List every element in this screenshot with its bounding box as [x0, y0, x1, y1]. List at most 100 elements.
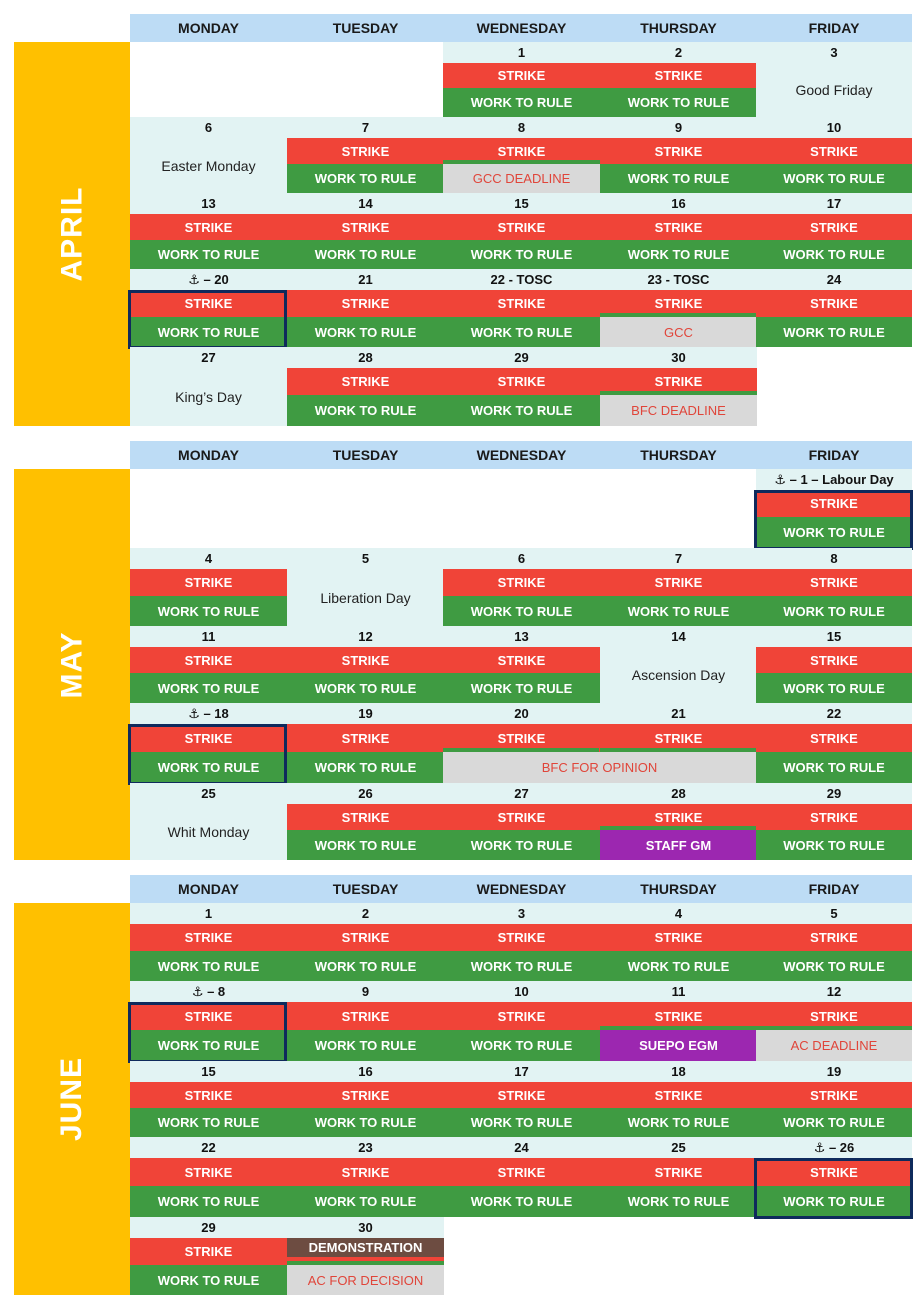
deadline-band: GCC: [600, 317, 757, 347]
strike-band: STRIKE: [443, 724, 600, 752]
strike-band: STRIKE: [600, 290, 757, 317]
day-cell: 7 STRIKE WORK TO RULE: [600, 548, 757, 626]
day-number: 17: [514, 1064, 529, 1079]
strike-band: STRIKE: [443, 214, 600, 240]
day-number: 15: [826, 629, 842, 644]
strike-band: STRIKE: [130, 724, 287, 752]
day-cell: 28 STRIKE STAFF GM: [600, 783, 757, 860]
day-cell: 3 Good Friday: [756, 42, 912, 117]
day-cell: 27 King’s Day: [130, 347, 287, 426]
weekday-header: FRIDAY: [756, 441, 912, 469]
strike-band: STRIKE: [600, 138, 757, 164]
strike-band: STRIKE: [600, 214, 757, 240]
rule-stripe: [600, 313, 757, 317]
holiday-label: Whit Monday: [167, 824, 250, 840]
strike-band: STRIKE: [130, 924, 287, 951]
work-to-rule-band: WORK TO RULE: [443, 1186, 600, 1217]
work-to-rule-band: WORK TO RULE: [756, 596, 912, 626]
strike-band: STRIKE: [600, 63, 757, 88]
strike-band: STRIKE: [130, 1158, 287, 1186]
highlight-outline: [754, 490, 913, 550]
month-label: MAY: [14, 469, 130, 860]
day-cell: 2 STRIKE WORK TO RULE: [600, 42, 757, 117]
day-number: 9: [361, 984, 370, 999]
day-cell: ⚓ – 20 STRIKE WORK TO RULE: [130, 269, 287, 347]
day-number: ⚓ – 20: [188, 271, 229, 287]
day-number: 2: [361, 906, 370, 921]
strike-band: STRIKE: [287, 368, 444, 395]
strike-band: STRIKE: [756, 1002, 912, 1030]
day-cell: 3 STRIKE WORK TO RULE: [443, 903, 600, 981]
rule-stripe: [443, 748, 599, 752]
strike-band: STRIKE: [756, 490, 912, 517]
weekday-header: THURSDAY: [600, 14, 757, 42]
work-to-rule-band: WORK TO RULE: [287, 830, 444, 860]
day-cell: 13 STRIKE WORK TO RULE: [443, 626, 600, 703]
day-number: 11: [671, 984, 686, 999]
work-to-rule-band: WORK TO RULE: [756, 951, 912, 981]
day-cell: ⚓ – 1 – Labour Day STRIKE WORK TO RULE: [756, 469, 912, 548]
strike-band: STRIKE: [443, 647, 600, 673]
work-to-rule-band: WORK TO RULE: [600, 240, 757, 269]
weekday-header: FRIDAY: [756, 14, 912, 42]
day-number: 20: [514, 706, 529, 721]
month-label: JUNE: [14, 903, 130, 1295]
day-number: 4: [674, 906, 683, 921]
day-cell: 7 STRIKE WORK TO RULE: [287, 117, 444, 193]
strike-band: STRIKE: [600, 1002, 757, 1030]
weekday-header: TUESDAY: [287, 875, 444, 903]
strike-band: STRIKE: [600, 724, 757, 752]
strike-band: STRIKE: [600, 804, 757, 830]
strike-band: STRIKE: [287, 1082, 444, 1108]
work-to-rule-band: WORK TO RULE: [130, 1186, 287, 1217]
rule-stripe: [600, 1026, 757, 1030]
work-to-rule-band: WORK TO RULE: [443, 395, 600, 426]
day-cell: 17 STRIKE WORK TO RULE: [756, 193, 912, 269]
strike-band: STRIKE: [287, 290, 444, 317]
day-number: ⚓ – 18: [188, 705, 229, 721]
work-to-rule-band: WORK TO RULE: [287, 752, 444, 783]
strike-band: STRIKE: [600, 569, 757, 596]
day-cell: 27 STRIKE WORK TO RULE: [443, 783, 600, 860]
day-cell: 22 - TOSC STRIKE WORK TO RULE: [443, 269, 600, 347]
day-number: 23: [358, 1140, 373, 1155]
work-to-rule-band: WORK TO RULE: [287, 673, 444, 703]
strike-band: STRIKE: [130, 290, 287, 317]
day-number: 28: [671, 786, 686, 801]
rule-stripe: [287, 1261, 444, 1265]
work-to-rule-band: WORK TO RULE: [443, 673, 600, 703]
month-bar: [14, 42, 130, 426]
day-cell: 29 STRIKE WORK TO RULE: [756, 783, 912, 860]
day-cell: 5 STRIKE WORK TO RULE: [756, 903, 912, 981]
strike-band: STRIKE: [756, 647, 912, 673]
day-number: 17: [826, 196, 842, 211]
day-cell: 18 STRIKE WORK TO RULE: [600, 1061, 757, 1137]
day-cell: 26 STRIKE WORK TO RULE: [287, 783, 444, 860]
day-number: 7: [674, 551, 683, 566]
strike-band: STRIKE: [756, 724, 912, 752]
rule-stripe: [600, 748, 756, 752]
strike-band: STRIKE: [443, 1002, 600, 1030]
work-to-rule-band: WORK TO RULE: [600, 951, 757, 981]
day-number: 8: [517, 120, 526, 135]
day-cell: 12 STRIKE AC DEADLINE: [756, 981, 912, 1061]
highlight-outline: [128, 290, 287, 349]
day-number: 30: [358, 1220, 373, 1235]
meeting-band: SUEPO EGM: [600, 1030, 757, 1061]
strike-band: STRIKE: [600, 924, 757, 951]
weekday-header: TUESDAY: [287, 14, 444, 42]
day-number: 11: [201, 629, 216, 644]
day-cell: 14 STRIKE WORK TO RULE: [287, 193, 444, 269]
strike-band: STRIKE: [287, 647, 444, 673]
work-to-rule-band: WORK TO RULE: [287, 395, 444, 426]
day-number: 6: [517, 551, 526, 566]
day-number: 29: [514, 350, 529, 365]
day-cell: 4 STRIKE WORK TO RULE: [130, 548, 287, 626]
day-number: 13: [514, 629, 529, 644]
work-to-rule-band: WORK TO RULE: [130, 752, 287, 783]
strike-band: STRIKE: [443, 804, 600, 830]
day-number: 18: [671, 1064, 686, 1079]
work-to-rule-band: WORK TO RULE: [130, 1265, 287, 1295]
day-number: 21: [358, 272, 373, 287]
strike-band: STRIKE: [756, 569, 912, 596]
